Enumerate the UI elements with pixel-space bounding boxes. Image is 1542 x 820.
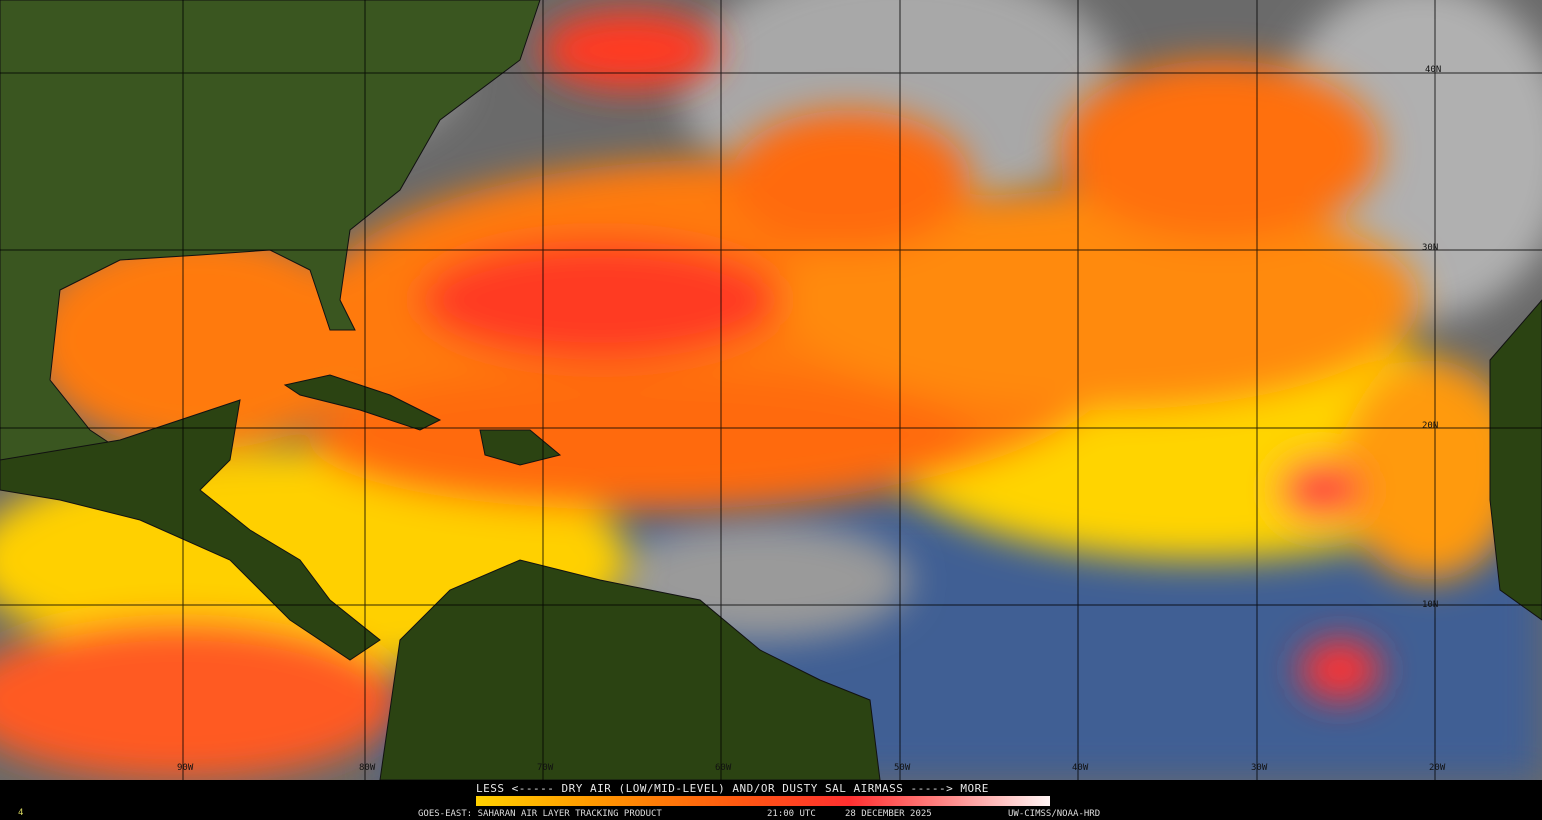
frame-number: 4 [18, 808, 24, 818]
lon-label: 90W [177, 763, 194, 773]
lat-label: 40N [1425, 65, 1441, 75]
lon-label: 60W [715, 763, 732, 773]
land-masses [0, 0, 1542, 780]
lon-label: 40W [1072, 763, 1089, 773]
lon-label: 50W [894, 763, 911, 773]
legend-title: LESS <----- DRY AIR (LOW/MID-LEVEL) AND/… [476, 782, 989, 795]
lon-label: 70W [537, 763, 554, 773]
latitude-labels: 40N 30N 20N 10N [1422, 65, 1441, 610]
lon-label: 30W [1251, 763, 1268, 773]
product-caption: GOES-EAST: SAHARAN AIR LAYER TRACKING PR… [418, 809, 662, 819]
saharan-air-layer [0, 10, 1520, 780]
date-caption: 28 DECEMBER 2025 [845, 809, 932, 819]
time-caption: 21:00 UTC [767, 809, 816, 819]
lat-label: 10N [1422, 600, 1438, 610]
cuba [283, 374, 442, 431]
lat-label: 20N [1422, 421, 1438, 431]
hispaniola [479, 429, 562, 466]
color-scale [476, 796, 1050, 806]
satellite-map: 90W 80W 70W 60W 50W 40W 30W 20W 40N 30N … [0, 0, 1542, 780]
south-america [379, 559, 881, 780]
north-america [0, 0, 541, 481]
lon-label: 20W [1429, 763, 1446, 773]
lon-label: 80W [359, 763, 376, 773]
lat-lon-grid [0, 0, 1542, 780]
longitude-labels: 90W 80W 70W 60W 50W 40W 30W 20W [177, 763, 1446, 773]
credit-caption: UW-CIMSS/NOAA-HRD [1008, 809, 1101, 819]
lat-label: 30N [1422, 243, 1438, 253]
yucatan-central-america [0, 399, 381, 661]
